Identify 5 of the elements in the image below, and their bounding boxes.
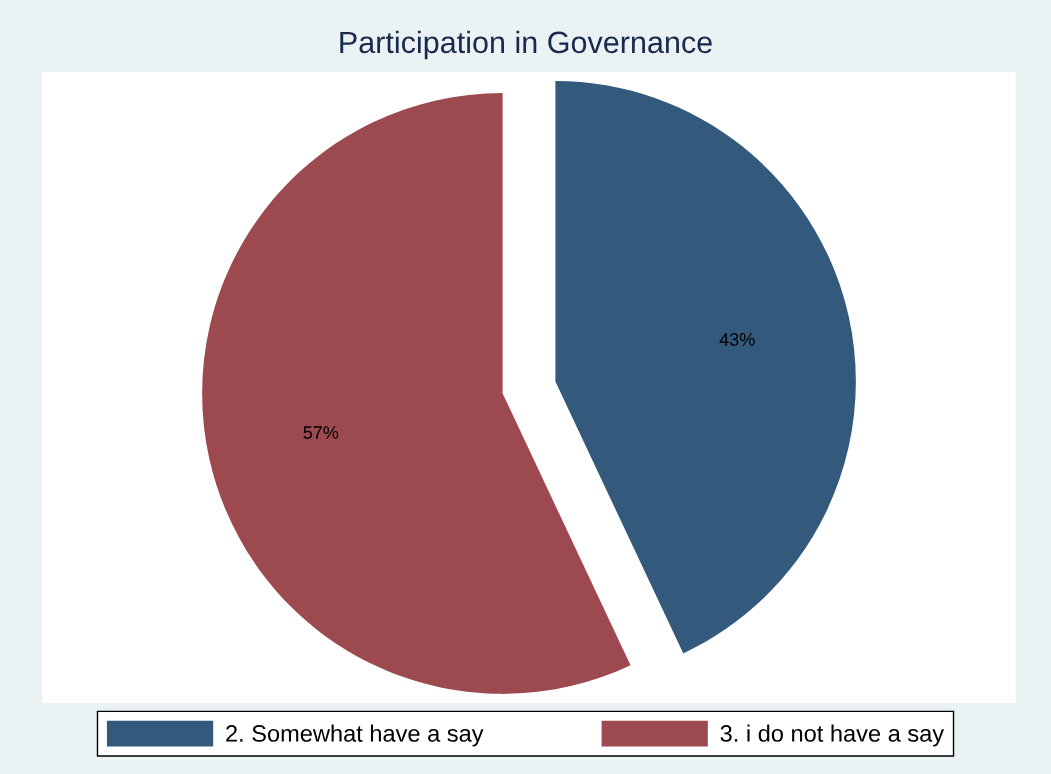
data-label: 43% xyxy=(719,333,755,346)
chart-title: Participation in Governance xyxy=(340,30,712,60)
legend-label: 3. i do not have a say xyxy=(720,724,945,747)
legend-label: 2. Somewhat have a say xyxy=(226,724,484,747)
data-label: 57% xyxy=(303,426,339,439)
